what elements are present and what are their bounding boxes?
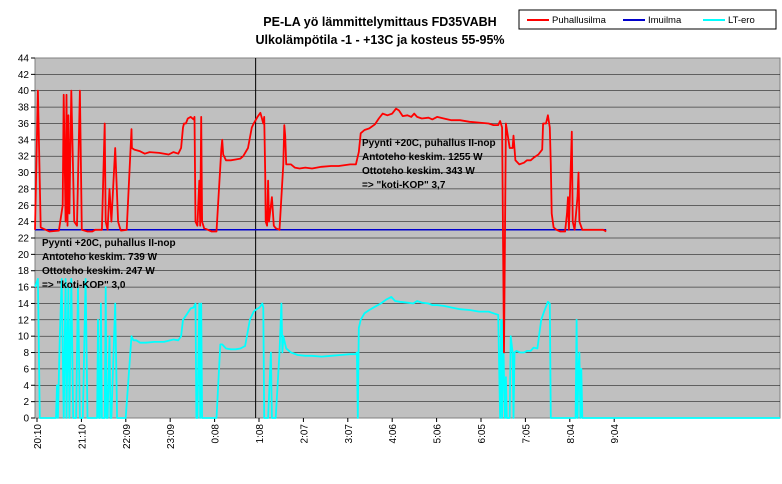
gridlines (35, 74, 780, 402)
annotation-left-line2: Antoteho keskim. 739 W (42, 252, 158, 263)
legend-box (518, 9, 777, 30)
series-line-lt-ero (34, 277, 780, 419)
y-tick-label: 16 (18, 283, 30, 294)
y-tick-label: 26 (18, 201, 30, 212)
y-tick-label: 6 (23, 364, 29, 375)
series-group (34, 89, 780, 419)
y-tick-label: 38 (18, 103, 30, 114)
x-tick-label: 1:08 (255, 424, 266, 444)
legend: Puhallusilma Imuilma LT-ero (518, 9, 777, 30)
y-tick-label: 2 (23, 397, 29, 408)
y-tick-label: 34 (18, 135, 30, 146)
annotation-left-line4: => "koti-KOP" 3,0 (42, 280, 126, 291)
x-tick-label: 5:06 (433, 424, 444, 444)
chart-title-line2: Ulkolämpötila -1 - +13C ja kosteus 55-95… (255, 33, 504, 47)
y-tick-label: 20 (18, 250, 30, 261)
x-tick-label: 23:09 (166, 424, 177, 449)
x-tick-label: 8:04 (566, 424, 577, 444)
y-tick-label: 8 (23, 348, 29, 359)
annotation-right-line2: Antoteho keskim. 1255 W (362, 152, 483, 163)
y-tick-label: 18 (18, 266, 30, 277)
y-tick-label: 28 (18, 184, 30, 195)
y-tick-label: 10 (18, 332, 30, 343)
chart-title-line1: PE-LA yö lämmittelymittaus FD35VABH (263, 15, 496, 29)
annotation-left: Pyynti +20C, puhallus II-nop Antoteho ke… (42, 238, 176, 291)
y-tick-label: 14 (18, 299, 30, 310)
y-tick-label: 22 (18, 234, 30, 245)
x-tick-label: 9:04 (610, 424, 621, 444)
y-tick-label: 4 (23, 381, 29, 392)
x-tick-label: 2:07 (299, 424, 310, 444)
y-tick-label: 30 (18, 168, 30, 179)
y-tick-label: 42 (18, 70, 30, 81)
legend-label-lt-ero: LT-ero (728, 15, 755, 26)
x-tick-label: 6:05 (477, 424, 488, 444)
x-tick-label: 3:07 (344, 424, 355, 444)
x-tick-label: 21:10 (77, 424, 88, 449)
annotation-left-line1: Pyynti +20C, puhallus II-nop (42, 238, 176, 249)
legend-label-puhallusilma: Puhallusilma (552, 15, 607, 26)
y-tick-label: 36 (18, 119, 30, 130)
annotation-left-line3: Ottoteho keskim. 247 W (42, 266, 155, 277)
annotation-right-line4: => "koti-KOP" 3,7 (362, 180, 446, 191)
x-tick-label: 20:10 (33, 424, 44, 449)
annotation-right-line1: Pyynti +20C, puhallus II-nop (362, 138, 496, 149)
x-tick-label: 0:08 (211, 424, 222, 444)
x-axis-ticks: 20:10 21:10 22:09 23:09 0:08 1:08 2:07 3:07 4:06… (33, 418, 621, 449)
legend-label-imuilma: Imuilma (648, 15, 682, 26)
y-tick-label: 12 (18, 315, 30, 326)
annotation-right-line3: Ottoteho keskim. 343 W (362, 166, 475, 177)
y-tick-label: 32 (18, 152, 30, 163)
annotation-right: Pyynti +20C, puhallus II-nop Antoteho ke… (362, 138, 496, 191)
x-tick-label: 4:06 (388, 424, 399, 444)
x-tick-label: 22:09 (122, 424, 133, 449)
y-tick-label: 40 (18, 86, 30, 97)
y-tick-label: 24 (18, 217, 30, 228)
y-tick-label: 0 (23, 414, 29, 425)
y-axis-ticks: 0246810121416182022242628303234363840424… (18, 54, 35, 425)
series-line-puhallusilma (34, 89, 607, 354)
x-tick-label: 7:05 (521, 424, 532, 444)
y-tick-label: 44 (18, 54, 30, 65)
